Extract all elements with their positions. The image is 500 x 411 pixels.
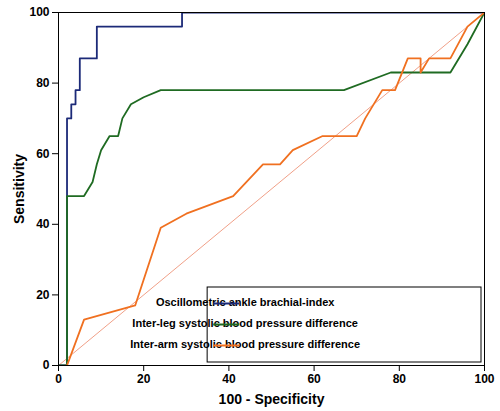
svg-text:60: 60 [307, 372, 321, 386]
svg-text:Inter-leg systolic blood press: Inter-leg systolic blood pressure differ… [132, 317, 358, 329]
svg-text:0: 0 [55, 372, 62, 386]
svg-text:80: 80 [36, 76, 50, 90]
svg-text:100: 100 [474, 372, 494, 386]
svg-text:0: 0 [43, 358, 50, 372]
svg-text:Oscillometric ankle brachial-i: Oscillometric ankle brachial-index [156, 296, 335, 308]
svg-text:Sensitivity: Sensitivity [11, 154, 27, 224]
svg-text:80: 80 [393, 372, 407, 386]
svg-text:20: 20 [137, 372, 151, 386]
svg-text:20: 20 [36, 288, 50, 302]
svg-text:100 - Specificity: 100 - Specificity [219, 391, 325, 407]
svg-text:40: 40 [222, 372, 236, 386]
svg-text:Inter-arm systolic blood press: Inter-arm systolic blood pressure differ… [130, 338, 360, 350]
svg-text:60: 60 [36, 147, 50, 161]
svg-text:40: 40 [36, 217, 50, 231]
svg-text:100: 100 [29, 5, 49, 19]
